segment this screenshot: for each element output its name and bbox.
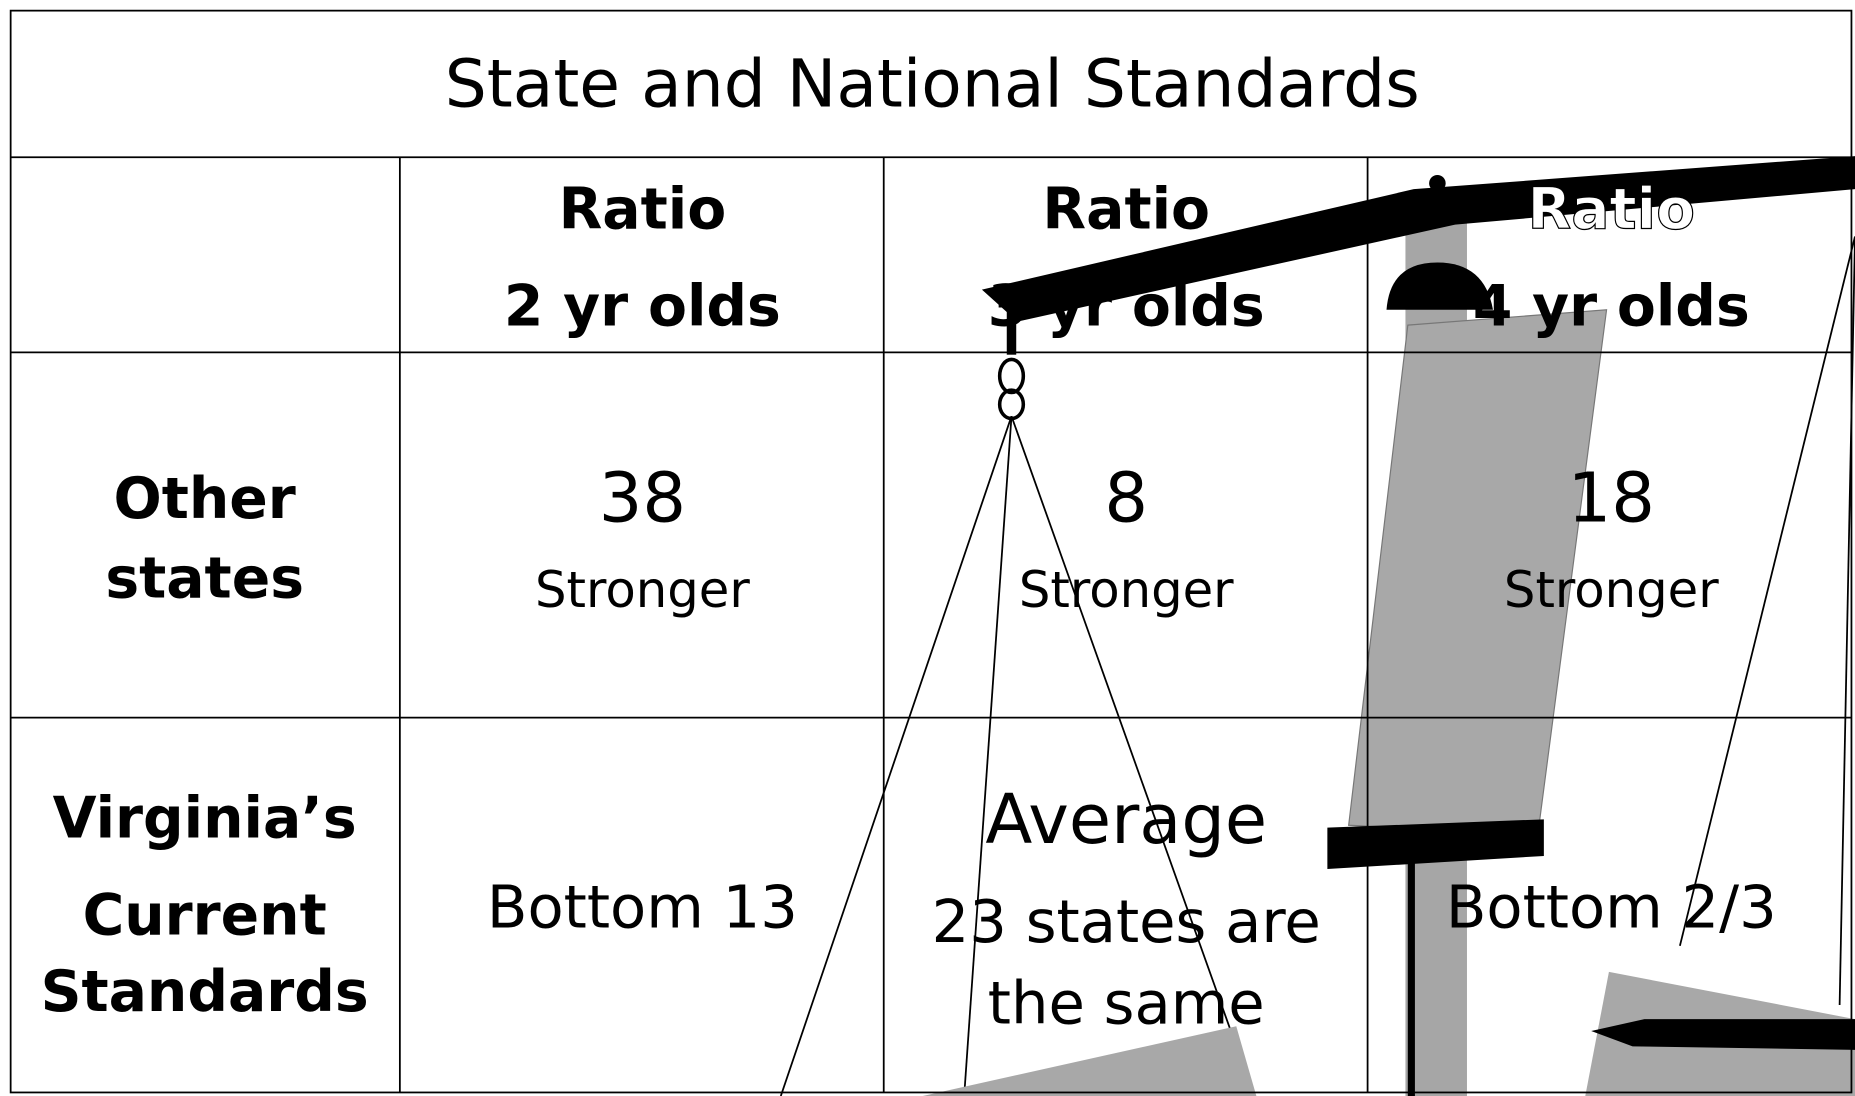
cell-note: Stronger: [535, 561, 750, 619]
row-label: Other: [114, 466, 296, 532]
cell-note: Stronger: [1019, 561, 1234, 619]
column-header: Ratio: [559, 176, 727, 242]
table-title: State and National Standards: [445, 46, 1420, 123]
slide: State and National Standards Ratio 2 yr …: [0, 0, 1855, 1096]
column-header: Ratio: [1042, 176, 1210, 242]
cell-note: 23 states are: [932, 887, 1321, 956]
column-header: 3 yr olds: [988, 273, 1265, 339]
column-header: Ratio: [1527, 176, 1695, 242]
cell-value: 38: [599, 459, 686, 539]
column-header: 4 yr olds: [1473, 273, 1750, 339]
cell-value: 8: [1104, 459, 1148, 539]
cell-value: Bottom 2/3: [1446, 873, 1777, 942]
row-label: states: [105, 545, 304, 611]
row-label: Standards: [41, 959, 369, 1025]
cell-value: Bottom 13: [487, 873, 798, 942]
cell-value: 18: [1568, 459, 1655, 539]
page: {"title": "State and National Standards"…: [0, 0, 1855, 1096]
row-label: Current: [83, 882, 327, 948]
cell-value: Average: [985, 780, 1267, 860]
cell-note: Stronger: [1504, 561, 1719, 619]
cell-note: the same: [988, 968, 1265, 1037]
row-label: Virginia’s: [53, 785, 357, 851]
column-header: 2 yr olds: [504, 273, 781, 339]
